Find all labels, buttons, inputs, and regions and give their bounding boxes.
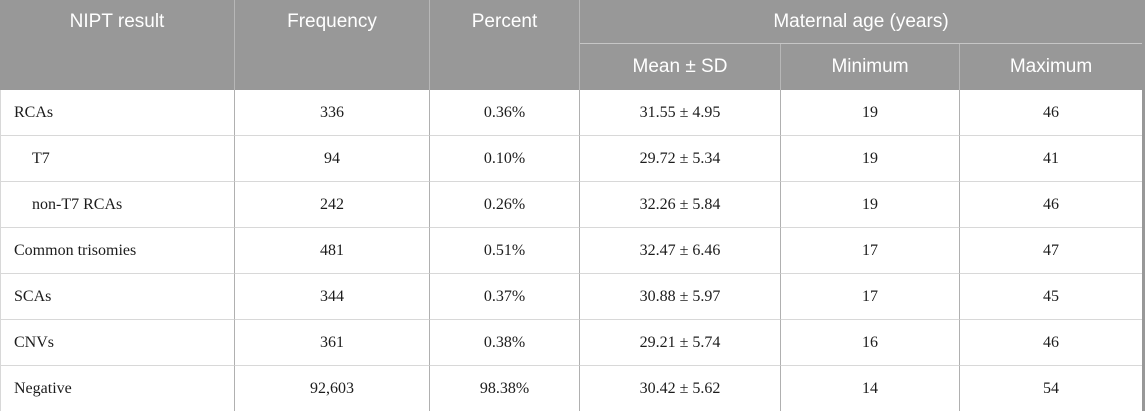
frequency-cell: 361 [235, 320, 430, 366]
minimum-cell: 14 [781, 366, 960, 411]
maximum-cell: 45 [960, 274, 1143, 320]
maximum-cell: 46 [960, 90, 1143, 136]
col-header-percent: Percent [430, 0, 580, 90]
percent-cell: 0.10% [430, 136, 580, 182]
table-body: RCAs 336 0.36% 31.55 ± 4.95 19 46 T7 94 … [0, 90, 1143, 411]
maximum-cell: 47 [960, 228, 1143, 274]
nipt-result-cell: non-T7 RCAs [0, 182, 235, 228]
header-row-top: NIPT result Frequency Percent Maternal a… [0, 0, 1143, 90]
table-row-rcas: RCAs 336 0.36% 31.55 ± 4.95 19 46 [0, 90, 1143, 136]
percent-cell: 0.37% [430, 274, 580, 320]
table-right-edge-strip [1142, 0, 1145, 411]
minimum-cell: 19 [781, 136, 960, 182]
percent-cell: 98.38% [430, 366, 580, 411]
nipt-result-cell: CNVs [0, 320, 235, 366]
frequency-cell: 242 [235, 182, 430, 228]
table-row-common-trisomies: Common trisomies 481 0.51% 32.47 ± 6.46 … [0, 228, 1143, 274]
percent-cell: 0.51% [430, 228, 580, 274]
mean-sd-cell: 32.47 ± 6.46 [580, 228, 781, 274]
frequency-cell: 94 [235, 136, 430, 182]
col-header-nipt-result: NIPT result [0, 0, 235, 90]
minimum-cell: 17 [781, 274, 960, 320]
table-row-scas: SCAs 344 0.37% 30.88 ± 5.97 17 45 [0, 274, 1143, 320]
percent-cell: 0.38% [430, 320, 580, 366]
col-header-maximum: Maximum [960, 44, 1143, 90]
percent-cell: 0.36% [430, 90, 580, 136]
minimum-cell: 19 [781, 182, 960, 228]
frequency-cell: 92,603 [235, 366, 430, 411]
minimum-cell: 19 [781, 90, 960, 136]
frequency-cell: 336 [235, 90, 430, 136]
nipt-result-cell: Negative [0, 366, 235, 411]
frequency-cell: 344 [235, 274, 430, 320]
nipt-result-cell: RCAs [0, 90, 235, 136]
nipt-result-cell: Common trisomies [0, 228, 235, 274]
table-row-negative: Negative 92,603 98.38% 30.42 ± 5.62 14 5… [0, 366, 1143, 411]
mean-sd-cell: 30.42 ± 5.62 [580, 366, 781, 411]
header-row-sub: Mean ± SD Minimum Maximum [0, 44, 1143, 90]
mean-sd-cell: 31.55 ± 4.95 [580, 90, 781, 136]
maximum-cell: 46 [960, 182, 1143, 228]
minimum-cell: 17 [781, 228, 960, 274]
percent-cell: 0.26% [430, 182, 580, 228]
col-header-minimum: Minimum [781, 44, 960, 90]
col-group-header-maternal-age: Maternal age (years) [580, 0, 1143, 44]
table-row-non-t7-rcas: non-T7 RCAs 242 0.26% 32.26 ± 5.84 19 46 [0, 182, 1143, 228]
mean-sd-cell: 32.26 ± 5.84 [580, 182, 781, 228]
frequency-cell: 481 [235, 228, 430, 274]
mean-sd-cell: 29.72 ± 5.34 [580, 136, 781, 182]
table-row-t7: T7 94 0.10% 29.72 ± 5.34 19 41 [0, 136, 1143, 182]
maximum-cell: 54 [960, 366, 1143, 411]
nipt-result-cell: SCAs [0, 274, 235, 320]
mean-sd-cell: 30.88 ± 5.97 [580, 274, 781, 320]
maximum-cell: 41 [960, 136, 1143, 182]
minimum-cell: 16 [781, 320, 960, 366]
maximum-cell: 46 [960, 320, 1143, 366]
mean-sd-cell: 29.21 ± 5.74 [580, 320, 781, 366]
table-row-cnvs: CNVs 361 0.38% 29.21 ± 5.74 16 46 [0, 320, 1143, 366]
table-header: NIPT result Frequency Percent Maternal a… [0, 0, 1143, 90]
nipt-result-cell: T7 [0, 136, 235, 182]
col-header-mean-sd: Mean ± SD [580, 44, 781, 90]
col-header-frequency: Frequency [235, 0, 430, 90]
